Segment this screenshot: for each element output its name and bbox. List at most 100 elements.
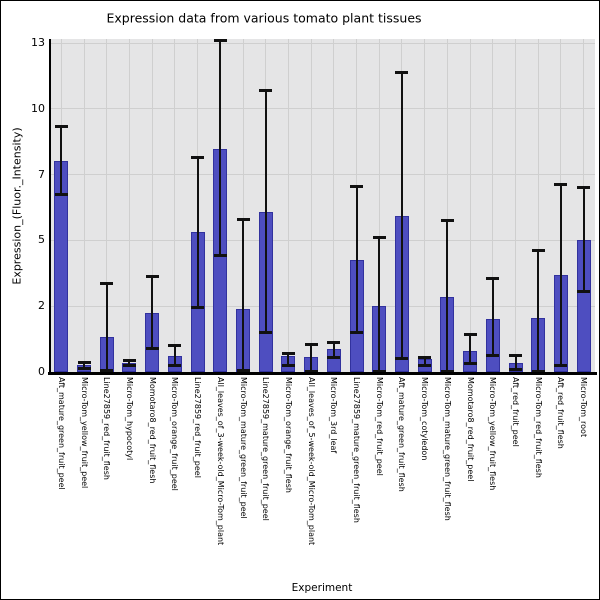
h-gridline [50, 108, 595, 110]
y-tick-label: 10 [31, 101, 45, 115]
x-tick-label: All_leaves_of_5-week-old_Micro-Tom_plant [306, 377, 316, 546]
error-bar-cap-bottom [191, 306, 205, 310]
error-bar-cap-top [191, 155, 205, 159]
error-bar-cap-bottom [418, 363, 432, 367]
error-bar-line [378, 237, 381, 371]
error-bar-line [105, 283, 108, 371]
h-gridline [50, 174, 595, 176]
error-bar-cap-top [372, 235, 386, 239]
y-tick-label: 0 [38, 365, 45, 378]
error-bar-cap-top [509, 354, 523, 358]
error-bar-cap-top [440, 219, 454, 223]
error-bar-line [469, 334, 472, 364]
error-bar-line [60, 126, 63, 195]
error-bar-line [128, 360, 131, 366]
error-bar-cap-top [145, 275, 159, 279]
error-bar-line [83, 362, 86, 369]
plot-area [48, 39, 597, 375]
error-bar-cap-top [486, 277, 500, 281]
error-bar-cap-top [77, 360, 91, 364]
x-tick-label: Line27859_red_fruit_peel [193, 377, 203, 478]
v-gridline [537, 39, 539, 372]
error-bar-line [219, 40, 222, 256]
x-tick-label: Micro-Tom_cotyledon [420, 377, 430, 461]
v-gridline [83, 39, 85, 372]
error-bar-cap-top [463, 332, 477, 336]
error-bar-cap-bottom [145, 347, 159, 351]
v-gridline [174, 39, 176, 372]
error-bar-line [355, 186, 358, 333]
error-bar-line [287, 353, 290, 366]
error-bar-cap-top [531, 248, 545, 252]
error-bar-cap-bottom [372, 369, 386, 373]
error-bar-cap-top [350, 184, 364, 188]
v-gridline [492, 39, 494, 372]
error-bar-line [332, 342, 335, 358]
x-tick-label: Micro-Tom_red_fruit_flesh [533, 377, 543, 478]
v-gridline [242, 39, 244, 372]
error-bar-line [423, 357, 426, 366]
error-bar-cap-bottom [259, 331, 273, 335]
error-bar-cap-bottom [440, 369, 454, 373]
x-tick-label: Micro-Tom_orange_fruit_peel [170, 377, 180, 491]
h-gridline [50, 42, 595, 44]
x-tick-label: Micro-Tom_orange_fruit_flesh [283, 377, 293, 493]
error-bar-line [196, 157, 199, 308]
v-gridline [128, 39, 130, 372]
x-tick-label: Line27859_red_fruit_flesh [102, 377, 112, 480]
error-bar-cap-top [259, 88, 273, 92]
x-tick-label: Micro-Tom_yellow_fruit_peel [79, 377, 89, 489]
error-bar-cap-bottom [486, 354, 500, 358]
x-tick-label: Micro-Tom_root [579, 377, 589, 438]
x-tick-label: Aft_red_fruit_peel [511, 377, 521, 447]
x-tick-label: Line27859_mature_green_fruit_peel [261, 377, 271, 521]
error-bar-cap-top [304, 342, 318, 346]
error-bar-cap-top [577, 186, 591, 190]
error-bar-cap-bottom [463, 362, 477, 366]
error-bar-cap-bottom [100, 368, 114, 372]
error-bar-cap-bottom [531, 369, 545, 373]
v-gridline [446, 39, 448, 372]
error-bar-cap-top [122, 358, 136, 362]
error-bar-line [264, 90, 267, 333]
v-gridline [310, 39, 312, 372]
error-bar-cap-bottom [327, 355, 341, 359]
y-tick-label: 5 [38, 233, 45, 247]
error-bar-cap-bottom [54, 192, 68, 196]
x-tick-label: Micro-Tom_red_fruit_peel [374, 377, 384, 476]
error-bar-cap-bottom [122, 363, 136, 367]
h-gridline [50, 305, 595, 307]
x-tick-label: All_leaves_of_3-week-old_Micro-Tom_plant [215, 377, 225, 546]
error-bar-cap-top [327, 340, 341, 344]
v-gridline [378, 39, 380, 372]
v-gridline [151, 39, 153, 372]
error-bar-line [491, 278, 494, 356]
error-bar-line [446, 220, 449, 372]
x-tick-label: Momotaro8_red_fruit_flesh [147, 377, 157, 484]
y-tick-label: 2 [38, 299, 45, 313]
error-bar-cap-top [100, 281, 114, 285]
x-tick-label: Line27859_mature_green_fruit_flesh [352, 377, 362, 523]
error-bar-cap-top [236, 217, 250, 221]
y-tick-label: 7 [38, 167, 45, 181]
v-gridline [106, 39, 108, 372]
x-axis-spine [48, 372, 597, 375]
error-bar-cap-bottom [168, 363, 182, 367]
error-bar-line [310, 344, 313, 372]
v-gridline [333, 39, 335, 372]
error-bar-cap-bottom [281, 363, 295, 367]
v-gridline [424, 39, 426, 372]
error-bar-line [151, 276, 154, 349]
x-tick-label: Micro-Tom_mature_green_fruit_peel [238, 377, 248, 519]
error-bar-cap-top [168, 344, 182, 348]
error-bar-cap-bottom [236, 368, 250, 372]
error-bar-line [173, 345, 176, 366]
error-bar-cap-bottom [554, 363, 568, 367]
v-gridline [469, 39, 471, 372]
error-bar-cap-bottom [509, 368, 523, 372]
error-bar-cap-bottom [304, 369, 318, 373]
error-bar-cap-bottom [577, 290, 591, 294]
error-bar-line [242, 219, 245, 371]
error-bar-cap-top [554, 182, 568, 186]
x-tick-label: Micro-Tom_hypocotyl [124, 377, 134, 461]
